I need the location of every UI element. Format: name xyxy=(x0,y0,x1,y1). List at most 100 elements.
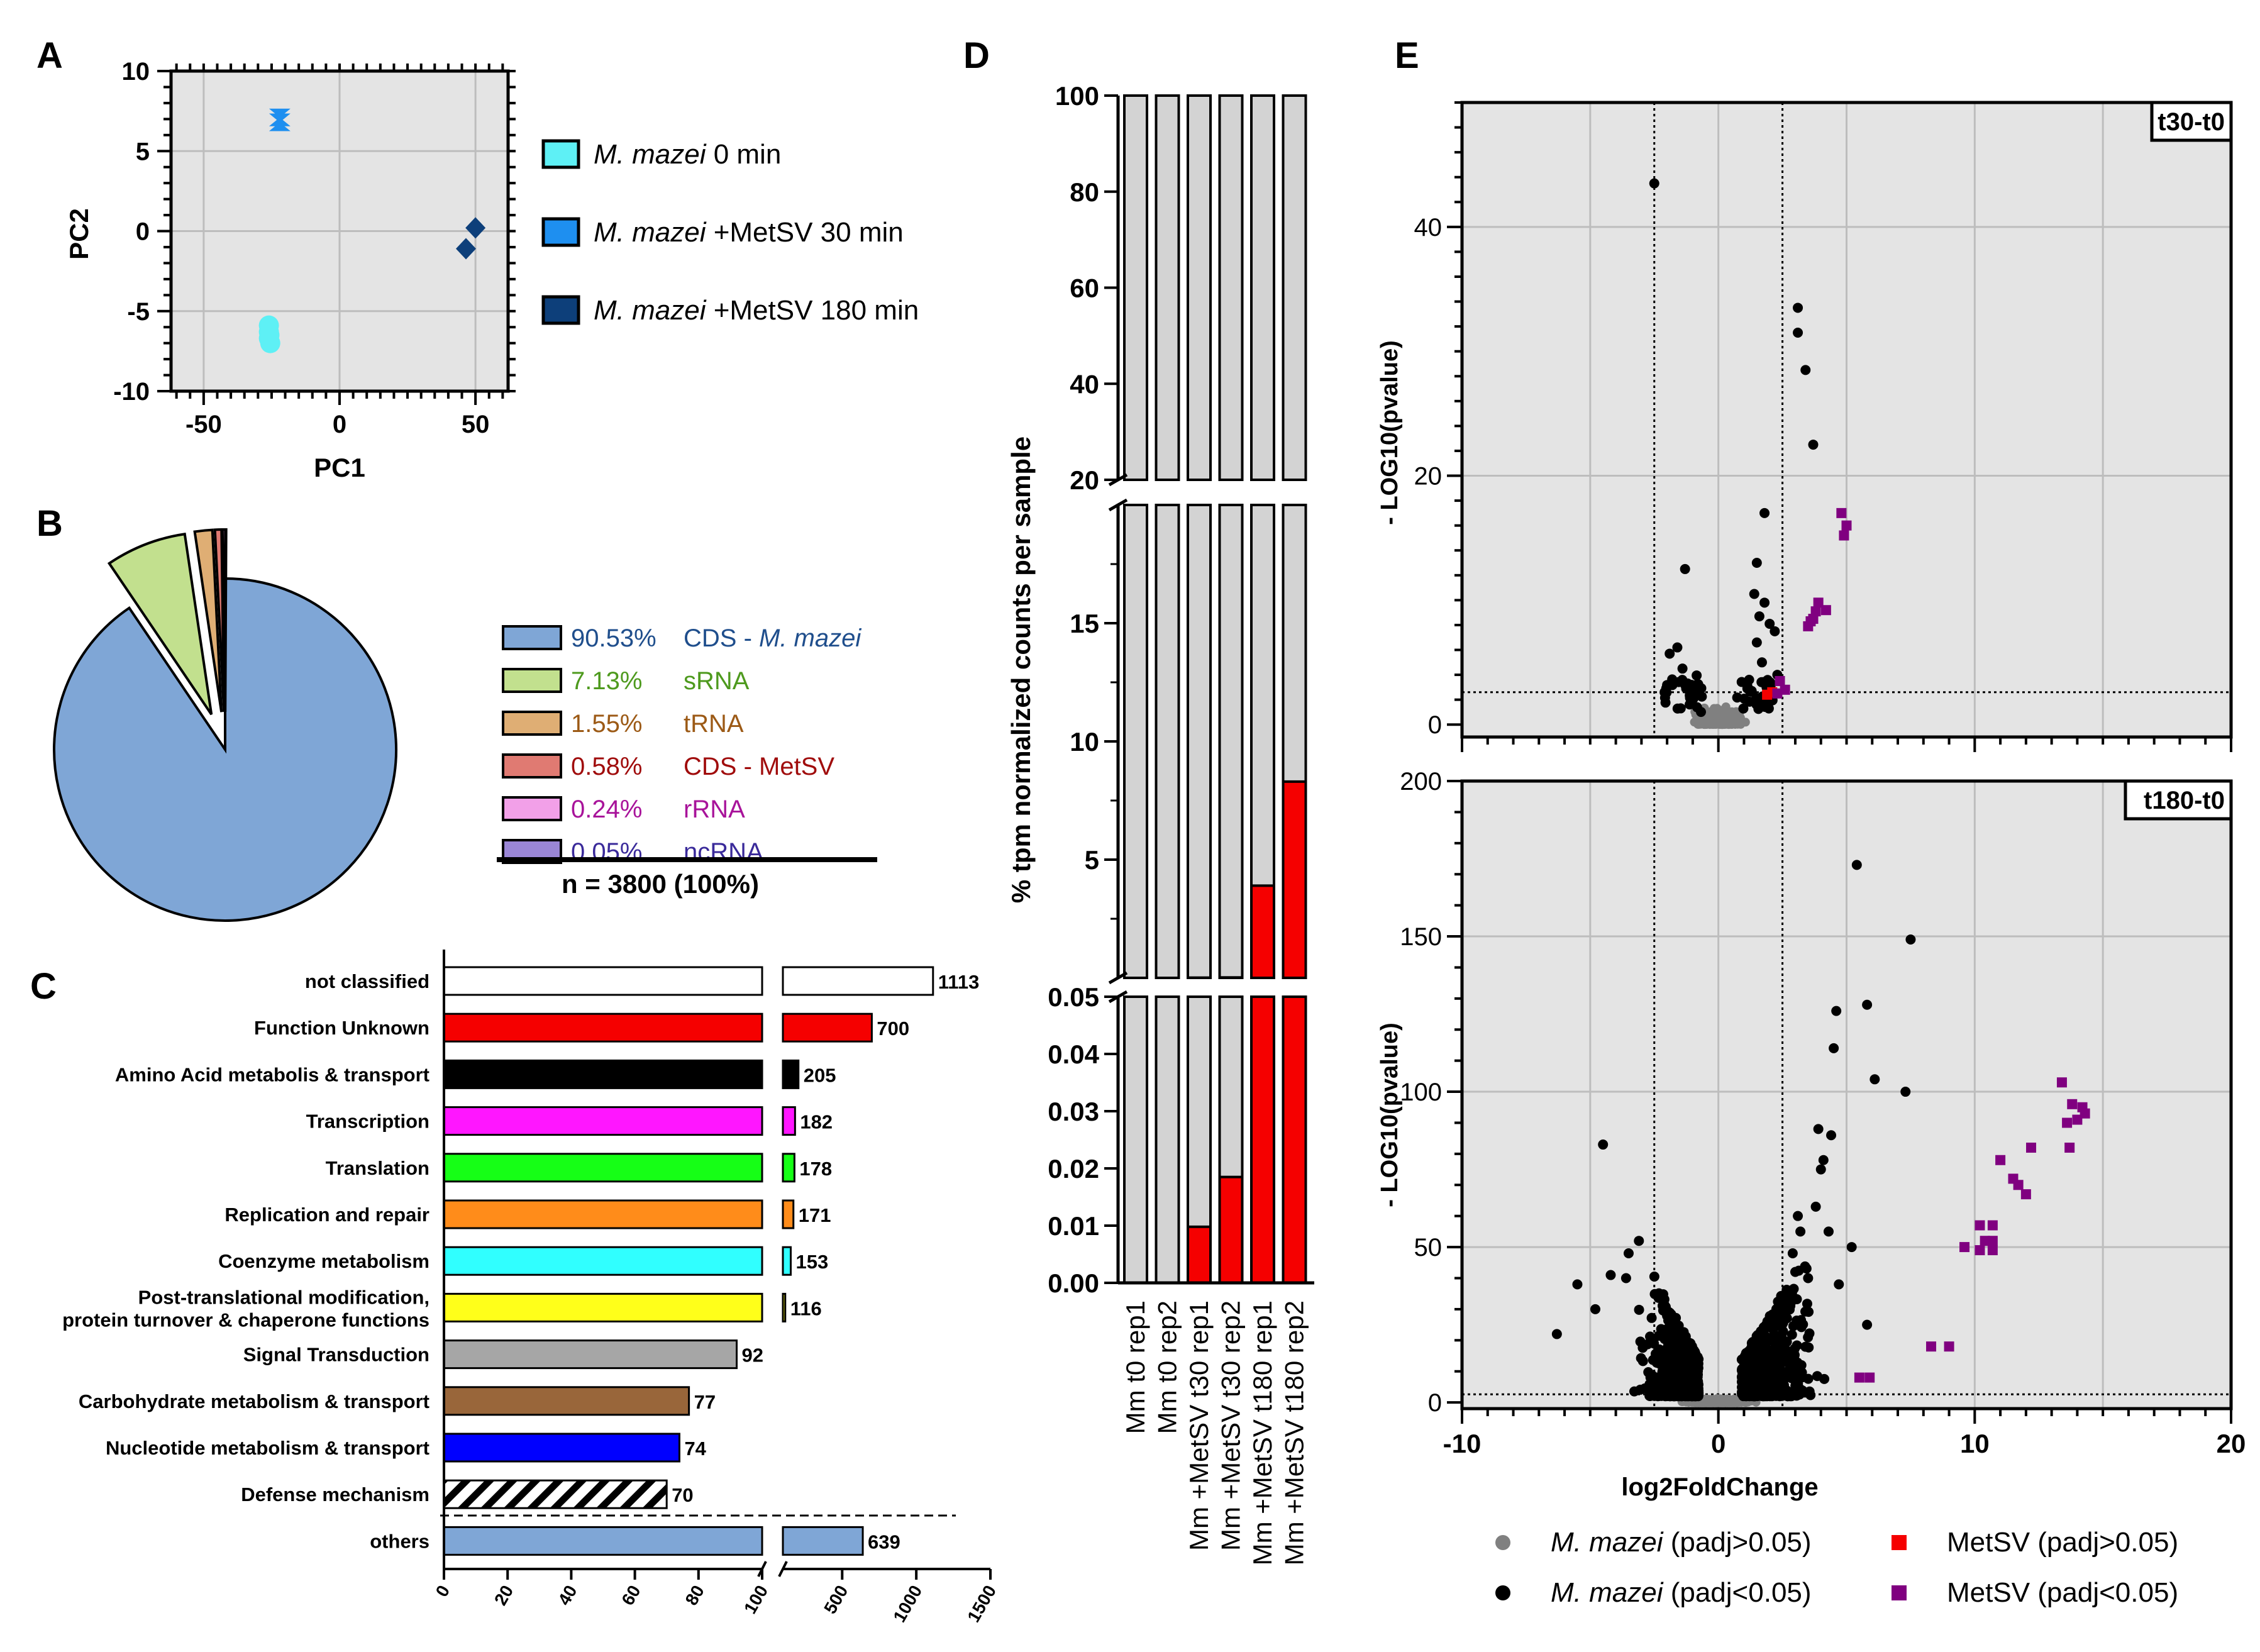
category-bar xyxy=(443,1339,738,1370)
volcano-point-metsv xyxy=(1854,1372,1864,1383)
pie-legend-percent: 7.13% xyxy=(571,667,642,695)
volcano-point xyxy=(1665,648,1675,659)
category-bar xyxy=(443,1153,763,1183)
stacked-bar-segment xyxy=(1250,94,1275,481)
stacked-bar-segment xyxy=(1123,504,1148,979)
volcano-point-metsv xyxy=(1775,675,1785,686)
volcano-point-metsv xyxy=(2064,1142,2075,1153)
pca-y-axis-label: PC2 xyxy=(64,208,94,260)
volcano-point-mm-sig xyxy=(1675,1350,1685,1361)
pca-y-tick-label: -5 xyxy=(127,298,150,326)
volcano-point-mm-sig xyxy=(1803,1307,1814,1317)
pie-legend-text: CDS - MetSV xyxy=(684,753,834,780)
volcano-point-mm-sig xyxy=(1769,1368,1780,1378)
pie-chart: 90.53% CDS - M. mazei 7.13% sRNA 1.55% tRNA 0.… xyxy=(53,528,877,922)
volcano-y-tick-label: 0 xyxy=(1428,1389,1442,1417)
category-bar xyxy=(443,1012,763,1043)
pie-legend-swatch xyxy=(502,625,562,650)
volcano-point-metsv xyxy=(2013,1180,2024,1190)
volcano-point xyxy=(1590,1304,1600,1314)
stacked-y-tick-label: 100 xyxy=(1055,81,1099,111)
volcano-point-mm-sig xyxy=(1695,707,1706,718)
category-value-label: 77 xyxy=(694,1391,716,1413)
volcano-point xyxy=(1905,934,1916,945)
pca-point xyxy=(465,217,486,239)
volcano-point-metsv xyxy=(2080,1108,2090,1119)
volcano-point xyxy=(1746,685,1757,696)
pie-legend-italic: M. mazei xyxy=(759,624,861,652)
category-bar xyxy=(443,1386,690,1416)
volcano-point xyxy=(1572,1279,1583,1290)
volcano-point xyxy=(1764,618,1775,629)
category-x-tick-label: 40 xyxy=(554,1582,580,1609)
stacked-bar-metsv xyxy=(1282,995,1307,1284)
volcano-point-mm-sig xyxy=(1780,1295,1791,1306)
category-name: Post-translational modification, xyxy=(138,1286,429,1308)
pca-x-tick-label: 0 xyxy=(333,411,346,438)
volcano-point-mm-sig xyxy=(1802,1299,1812,1309)
volcano-point-metsv xyxy=(2067,1099,2078,1109)
stacked-y-tick-label: 60 xyxy=(1070,274,1099,303)
category-x-tick-label: 20 xyxy=(490,1582,517,1609)
volcano-point-metsv xyxy=(1841,520,1852,531)
stacked-bar-segment xyxy=(1155,504,1180,979)
volcano-point-mm-sig xyxy=(1804,1386,1815,1397)
volcano-point-mm-sig xyxy=(1692,670,1702,681)
category-name: Coenzyme metabolism xyxy=(218,1250,429,1272)
volcano-point xyxy=(1790,1267,1800,1277)
volcano-point-mm-sig xyxy=(1683,1383,1694,1394)
pie-legend-percent: 1.55% xyxy=(571,710,642,738)
volcano-point xyxy=(1800,365,1811,375)
volcano-point-mm-sig xyxy=(1665,1339,1675,1350)
pca-x-axis-label: PC1 xyxy=(314,453,365,482)
stacked-category-label: Mm t0 rep2 xyxy=(1153,1300,1182,1434)
volcano-point-mm-sig xyxy=(1645,1390,1656,1401)
stacked-bar-segment xyxy=(1123,94,1148,481)
stacked-category-label: Mm +MetSV t30 rep2 xyxy=(1216,1300,1246,1551)
category-bar-upper xyxy=(782,1153,795,1183)
volcano-point-mm-sig xyxy=(1739,694,1749,704)
volcano-subplot-title: t180-t0 xyxy=(2144,787,2225,814)
volcano-point-mm-sig xyxy=(1779,1367,1790,1378)
volcano-y-tick-label: 40 xyxy=(1414,214,1443,241)
volcano-point-metsv xyxy=(1813,597,1824,608)
volcano-point xyxy=(1793,302,1803,313)
volcano-point-mm-sig xyxy=(1738,703,1749,714)
volcano-point-mm-sig xyxy=(1667,674,1678,685)
category-value-label: 700 xyxy=(877,1017,909,1039)
volcano-point-mm-sig xyxy=(1675,1367,1685,1378)
volcano-point xyxy=(1690,683,1700,694)
category-name: Function Unknown xyxy=(254,1017,429,1039)
pie-legend-text: rRNA xyxy=(684,796,745,823)
axis-break-mark xyxy=(778,1561,788,1577)
pca-legend-italic: M. mazei xyxy=(594,217,707,248)
volcano-point-metsv xyxy=(1820,605,1831,616)
volcano-point xyxy=(1623,1248,1634,1258)
volcano-point-mm-sig xyxy=(1663,1315,1674,1326)
volcano-point-mm-sig xyxy=(1819,1373,1830,1384)
stacked-bar-segment xyxy=(1218,504,1244,979)
pca-point xyxy=(269,113,291,131)
volcano-point-mm-sig xyxy=(1637,1356,1648,1367)
volcano-point-mm-sig xyxy=(1792,1373,1803,1383)
volcano-x-tick-label: 20 xyxy=(2217,1429,2246,1458)
volcano-subplot-title-box xyxy=(2124,779,2233,821)
pca-legend-label: M. mazei 0 min xyxy=(594,139,781,170)
pie-legend-label: rRNA xyxy=(684,796,745,823)
stacked-y-tick-label: 0.04 xyxy=(1048,1039,1099,1069)
pca-x-tick-label: 50 xyxy=(462,411,490,438)
category-value-label: 74 xyxy=(684,1438,706,1460)
stacked-category-label: Mm t0 rep1 xyxy=(1121,1300,1150,1434)
volcano-point-mm-sig xyxy=(1746,1344,1756,1355)
category-name: Carbohydrate metabolism & transport xyxy=(79,1390,429,1412)
stacked-bar-metsv xyxy=(1250,995,1275,1284)
volcano-point xyxy=(1754,611,1764,622)
volcano-point-mm-sig xyxy=(1666,1358,1677,1369)
volcano-point-mm-sig xyxy=(1683,1338,1694,1348)
volcano-point-metsv xyxy=(1944,1341,1954,1352)
pie-slice xyxy=(107,532,213,716)
volcano-point-mm-sig xyxy=(1786,1359,1797,1370)
volcano-point-mm-sig xyxy=(1803,1373,1814,1384)
volcano-point-mm-sig xyxy=(1635,1384,1646,1395)
panel-label-c: C xyxy=(30,966,57,1007)
